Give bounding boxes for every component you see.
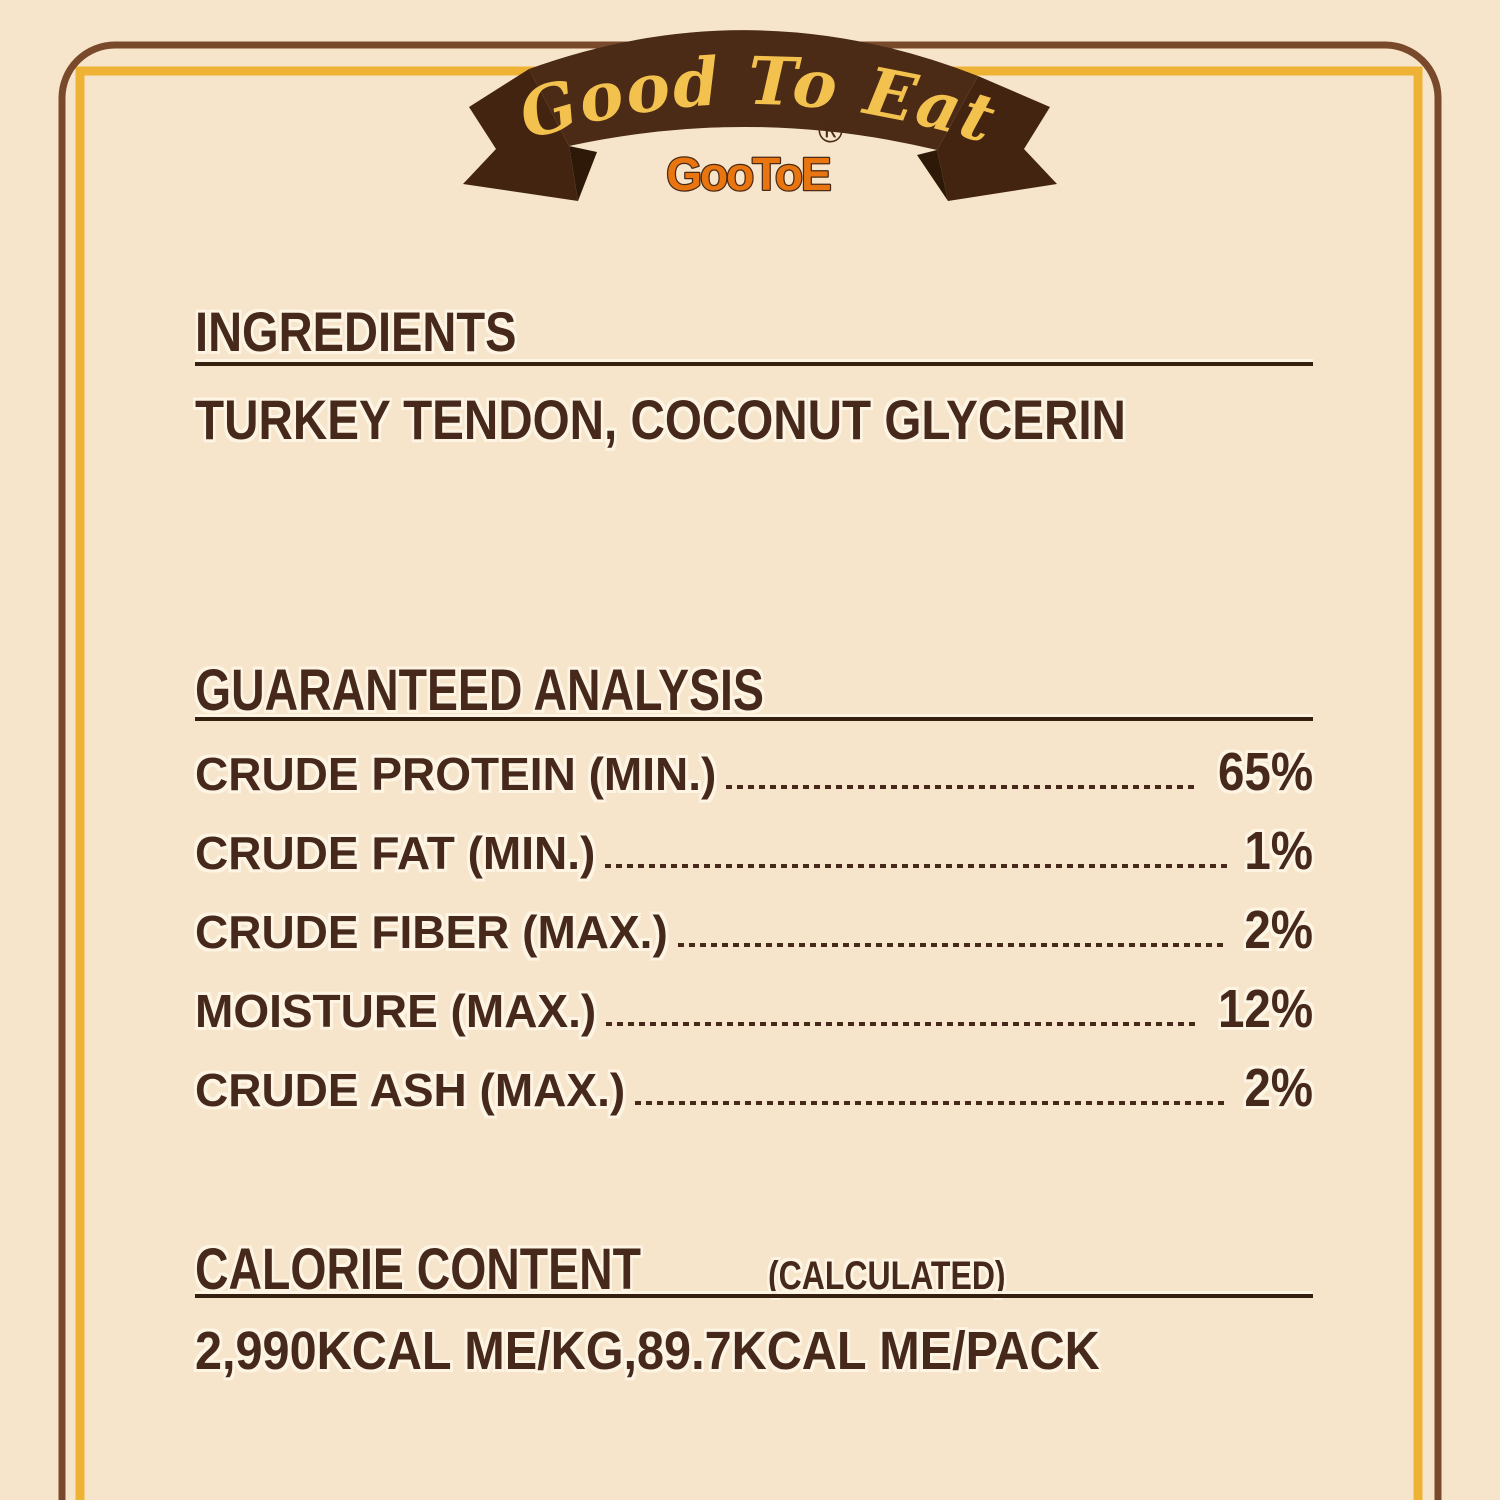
- brand-ribbon-banner: Good To Eat GooToE ®: [463, 30, 1057, 201]
- ribbon-band: [529, 30, 978, 150]
- dotted-leader: [635, 1101, 1227, 1105]
- table-row: CRUDE PROTEIN (MIN.) 65%: [195, 722, 1313, 801]
- analysis-value: 65%: [1217, 742, 1313, 803]
- ribbon-fold-left: [569, 146, 597, 201]
- dotted-leader: [726, 785, 1197, 789]
- dotted-leader: [606, 1022, 1197, 1026]
- ribbon-fold-right: [917, 150, 948, 201]
- ingredients-content: TURKEY TENDON, COCONUT GLYCERIN: [195, 388, 1126, 451]
- guaranteed-analysis-table: CRUDE PROTEIN (MIN.) 65% CRUDE FAT (MIN.…: [195, 722, 1313, 1117]
- ribbon-tail-left: [463, 69, 578, 201]
- analysis-value: 1%: [1244, 821, 1313, 882]
- registered-trademark-icon: ®: [818, 112, 843, 150]
- table-row: MOISTURE (MAX.) 12%: [195, 959, 1313, 1038]
- ingredients-divider: [195, 362, 1313, 366]
- calorie-content-title: CALORIE CONTENT (CALCULATED): [195, 1237, 1065, 1304]
- brand-logo-text: GooToE: [666, 148, 830, 200]
- analysis-value: 2%: [1244, 1058, 1313, 1119]
- guaranteed-analysis-title: GUARANTEED ANALYSIS: [195, 658, 764, 723]
- table-row: CRUDE ASH (MAX.) 2%: [195, 1038, 1313, 1117]
- ingredients-title: INGREDIENTS: [195, 300, 517, 363]
- table-row: CRUDE FAT (MIN.) 1%: [195, 801, 1313, 880]
- analysis-value: 12%: [1217, 979, 1313, 1040]
- calorie-content-value: 2,990KCAL ME/KG,89.7KCAL ME/PACK: [195, 1321, 1100, 1381]
- calorie-content-divider: [195, 1294, 1313, 1298]
- dotted-leader: [605, 864, 1227, 868]
- calorie-content-title-suffix: (CALCULATED): [768, 1254, 1007, 1298]
- dotted-leader: [677, 943, 1227, 947]
- table-row: CRUDE FIBER (MAX.) 2%: [195, 880, 1313, 959]
- analysis-label: CRUDE FAT (MIN.): [195, 827, 596, 880]
- analysis-label: CRUDE FIBER (MAX.): [195, 906, 668, 959]
- analysis-label: CRUDE PROTEIN (MIN.): [195, 748, 717, 801]
- analysis-value: 2%: [1244, 900, 1313, 961]
- analysis-label: CRUDE ASH (MAX.): [195, 1064, 626, 1117]
- calorie-content-title-main: CALORIE CONTENT: [195, 1237, 641, 1302]
- ribbon-tail-right: [937, 76, 1057, 201]
- guaranteed-analysis-divider: [195, 717, 1313, 721]
- analysis-label: MOISTURE (MAX.): [195, 985, 597, 1038]
